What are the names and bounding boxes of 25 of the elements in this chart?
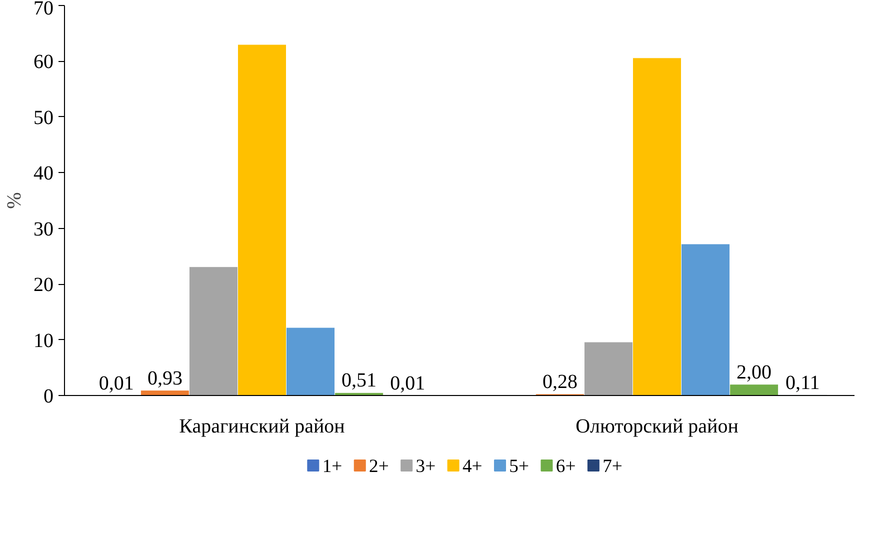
data-label: 0,93 xyxy=(147,367,182,390)
y-tick-label: 0 xyxy=(44,386,54,408)
legend-label: 6+ xyxy=(556,456,576,477)
data-label: 0,11 xyxy=(785,372,820,394)
legend-label: 2+ xyxy=(369,456,389,477)
legend-label: 1+ xyxy=(322,456,342,477)
legend-label: 4+ xyxy=(462,456,482,477)
data-label: 0,28 xyxy=(542,370,578,393)
y-tick-label: 40 xyxy=(34,162,54,185)
y-tick-label: 50 xyxy=(34,106,54,129)
y-tick-label: 20 xyxy=(34,274,54,296)
x-tick-label: Олюторский район xyxy=(576,416,739,438)
legend-label: 7+ xyxy=(602,456,622,477)
data-label: 0,51 xyxy=(342,370,377,392)
y-tick-label: 10 xyxy=(34,330,54,352)
y-tick-label: 70 xyxy=(34,0,54,20)
legend-label: 3+ xyxy=(416,456,436,477)
x-tick-label: Карагинский район xyxy=(179,416,346,438)
legend-label: 5+ xyxy=(509,456,530,477)
y-tick-label: 60 xyxy=(34,51,54,74)
y-tick-label: 30 xyxy=(34,218,54,240)
y-axis-title: % xyxy=(4,192,26,209)
data-label: 2,00 xyxy=(736,361,772,384)
data-label: 0,01 xyxy=(98,372,134,394)
data-label: 0,01 xyxy=(390,372,426,394)
